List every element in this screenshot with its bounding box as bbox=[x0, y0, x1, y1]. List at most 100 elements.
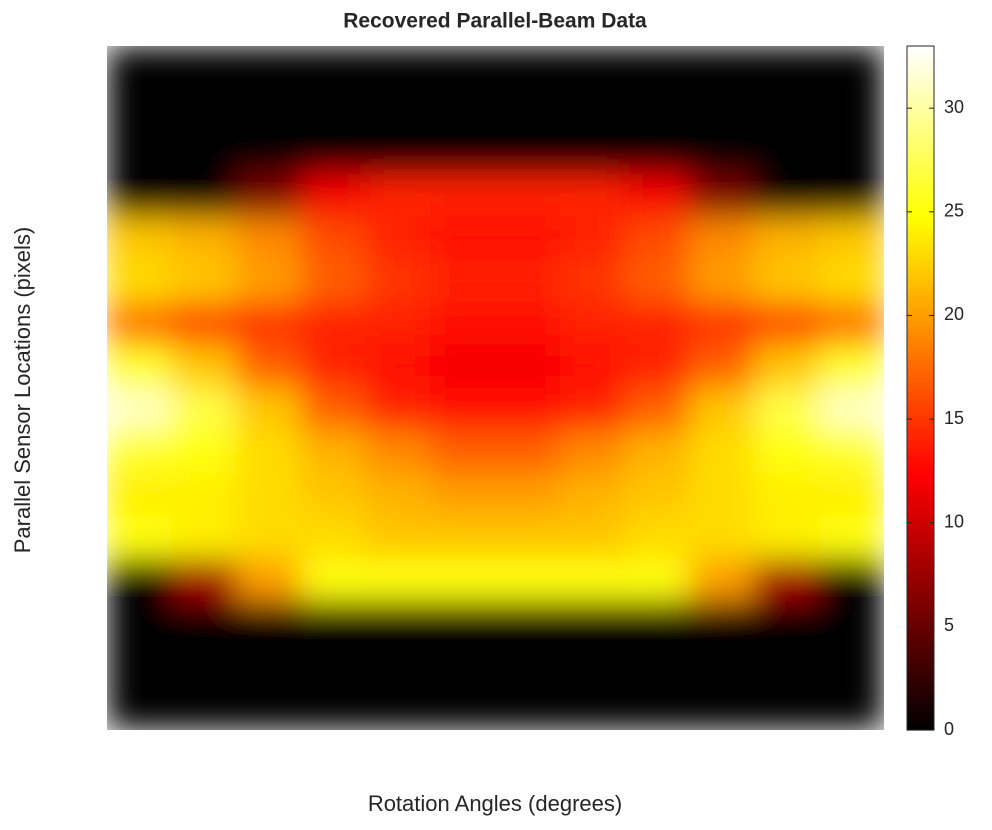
colorbar-swatch bbox=[907, 128, 934, 133]
colorbar-swatch bbox=[907, 186, 934, 191]
cell bbox=[689, 88, 755, 132]
colorbar-swatch bbox=[907, 104, 934, 109]
cell bbox=[365, 473, 432, 517]
x-axis-label: Rotation Angles (degrees) bbox=[368, 791, 622, 816]
cell bbox=[559, 387, 626, 432]
cell bbox=[754, 473, 820, 517]
colorbar-swatch bbox=[907, 384, 934, 389]
colorbar-swatch bbox=[907, 545, 934, 550]
colorbar-swatch bbox=[907, 500, 934, 505]
colorbar-swatch bbox=[907, 531, 934, 536]
colorbar-swatch bbox=[907, 148, 934, 153]
colorbar-swatch bbox=[907, 206, 934, 211]
colorbar-swatch bbox=[907, 370, 934, 375]
cell bbox=[559, 430, 626, 474]
colorbar-swatch bbox=[907, 507, 934, 512]
colorbar-swatch bbox=[907, 555, 934, 560]
cell bbox=[624, 173, 691, 218]
colorbar-swatch bbox=[907, 665, 934, 670]
colorbar-swatch bbox=[907, 179, 934, 184]
colorbar-swatch bbox=[907, 726, 934, 731]
cell bbox=[818, 302, 884, 346]
cell bbox=[430, 259, 496, 303]
colorbar-swatch bbox=[907, 408, 934, 413]
cell bbox=[107, 387, 173, 432]
cell bbox=[107, 46, 173, 90]
colorbar-swatch bbox=[907, 442, 934, 447]
colorbar-swatch bbox=[907, 288, 934, 293]
colorbar-swatch bbox=[907, 637, 934, 642]
cell bbox=[624, 558, 691, 603]
cell bbox=[171, 131, 237, 175]
cell bbox=[624, 46, 691, 90]
cell bbox=[495, 302, 561, 346]
cell bbox=[495, 173, 561, 218]
cell bbox=[495, 216, 561, 261]
cell bbox=[495, 601, 561, 645]
cell bbox=[365, 601, 432, 645]
cell bbox=[365, 644, 432, 688]
cell bbox=[495, 387, 561, 432]
colorbar-swatch bbox=[907, 644, 934, 649]
cell bbox=[236, 46, 302, 90]
cell bbox=[171, 558, 237, 603]
colorbar-swatch bbox=[907, 706, 934, 711]
colorbar-swatch bbox=[907, 435, 934, 440]
colorbar-swatch bbox=[907, 319, 934, 324]
cell bbox=[624, 344, 691, 389]
colorbar-swatch bbox=[907, 110, 934, 115]
cell bbox=[365, 46, 432, 90]
colorbar-swatch bbox=[907, 504, 934, 509]
colorbar-swatch bbox=[907, 415, 934, 420]
colorbar-swatch bbox=[907, 388, 934, 393]
cell bbox=[171, 473, 237, 517]
colorbar-swatch bbox=[907, 606, 934, 611]
cell bbox=[818, 686, 884, 730]
cell bbox=[107, 558, 173, 603]
colorbar-swatch bbox=[907, 381, 934, 386]
cell bbox=[689, 601, 755, 645]
colorbar-swatch bbox=[907, 528, 934, 533]
colorbar-swatch bbox=[907, 189, 934, 194]
cell bbox=[300, 173, 367, 218]
cell bbox=[365, 387, 432, 432]
colorbar-swatch bbox=[907, 97, 934, 102]
cell bbox=[236, 302, 302, 346]
cell bbox=[365, 302, 432, 346]
cell bbox=[495, 131, 561, 175]
cell bbox=[365, 259, 432, 303]
colorbar-swatch bbox=[907, 439, 934, 444]
cell bbox=[818, 173, 884, 218]
colorbar-swatch bbox=[907, 316, 934, 321]
cell bbox=[430, 387, 496, 432]
colorbar-swatch bbox=[907, 463, 934, 468]
cell bbox=[818, 88, 884, 132]
cell bbox=[236, 216, 302, 261]
colorbar-swatch bbox=[907, 152, 934, 157]
colorbar-swatch bbox=[907, 295, 934, 300]
cell bbox=[430, 173, 496, 218]
colorbar-swatch bbox=[907, 312, 934, 317]
colorbar-swatch bbox=[907, 264, 934, 269]
cell bbox=[624, 601, 691, 645]
colorbar-swatch bbox=[907, 559, 934, 564]
colorbar-swatch bbox=[907, 87, 934, 92]
colorbar-swatch bbox=[907, 169, 934, 174]
colorbar-swatch bbox=[907, 305, 934, 310]
colorbar-swatch bbox=[907, 541, 934, 546]
cell bbox=[754, 173, 820, 218]
colorbar-swatch bbox=[907, 100, 934, 105]
cell bbox=[495, 259, 561, 303]
colorbar-swatch bbox=[907, 353, 934, 358]
colorbar-swatch bbox=[907, 76, 934, 81]
cell bbox=[171, 344, 237, 389]
colorbar-swatch bbox=[907, 275, 934, 280]
colorbar-swatch bbox=[907, 124, 934, 129]
colorbar-swatch bbox=[907, 617, 934, 622]
cell bbox=[559, 644, 626, 688]
colorbar-swatch bbox=[907, 244, 934, 249]
colorbar-swatch bbox=[907, 52, 934, 57]
cell bbox=[236, 515, 302, 560]
cell bbox=[689, 558, 755, 603]
